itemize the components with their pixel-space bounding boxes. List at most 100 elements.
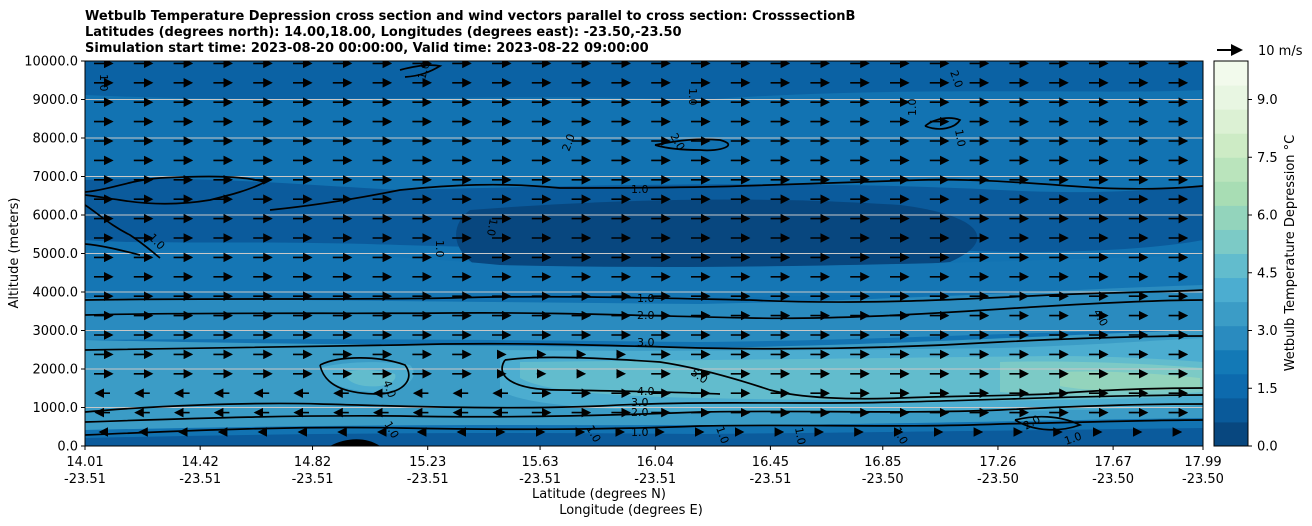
contour-label: 1.0 [906, 99, 919, 117]
colorbar-swatch [1214, 85, 1248, 110]
x-tick-label-lon: -23.51 [179, 472, 221, 487]
contour-label: 1.0 [1063, 430, 1084, 448]
x-tick-label-lat: 16.04 [637, 455, 674, 470]
contour-label: 1.0 [713, 425, 731, 446]
x-tick-label-lon: -23.51 [64, 472, 106, 487]
colorbar-swatch [1214, 397, 1248, 423]
colorbar-tick-label: 0.0 [1257, 440, 1278, 455]
contour-label: 1.0 [433, 240, 446, 258]
contour-label: 4.0 [637, 385, 655, 398]
colorbar-label: Wetbulb Temperature Depression °C [1283, 135, 1298, 372]
contour-label: 1.0 [484, 217, 500, 236]
y-tick-label: 10000.0 [24, 55, 78, 70]
x-tick-label-lat: 15.23 [409, 455, 446, 470]
x-tick-label-lon: -23.51 [407, 472, 449, 487]
contour-line [1014, 415, 1083, 431]
x-tick-label-lon: -23.50 [862, 472, 904, 487]
contour-line [269, 178, 1203, 211]
contour-label: 3.0 [637, 336, 655, 349]
contour-labels: 1.0 1.0 2.0 3.0 4.0 3.0 2.0 1.0 5.0 4.0 … [97, 61, 1110, 448]
y-tick-label: 4000.0 [33, 286, 79, 301]
x-tick-label-lat: 14.42 [182, 455, 219, 470]
colorbar-tick-label: 1.5 [1257, 382, 1278, 397]
colorbar-tick-label: 6.0 [1257, 209, 1278, 224]
colorbar-tick-label: 9.0 [1257, 93, 1278, 108]
colorbar-swatch [1214, 133, 1248, 158]
contour-label: 2.0 [560, 132, 578, 153]
colorbar: 0.0 1.5 3.0 4.5 6.0 7.5 9.0 [1214, 61, 1278, 455]
colorbar-frame [1213, 60, 1249, 447]
colorbar-swatch [1214, 205, 1248, 230]
y-tick-label: 3000.0 [33, 324, 79, 339]
chart-title-line-3: Simulation start time: 2023-08-20 00:00:… [85, 41, 649, 56]
contour-label: 1.0 [637, 292, 655, 305]
contour-label: 1.0 [97, 74, 110, 92]
contour-label: 2.0 [631, 406, 649, 419]
colorbar-swatch [1214, 325, 1248, 351]
colorbar-tick-label: 7.5 [1257, 151, 1278, 166]
contour-label: 1.0 [415, 61, 432, 81]
colorbar-swatch [1214, 229, 1248, 254]
x-tick-label-lon: -23.51 [519, 472, 561, 487]
contour-label: 1.0 [792, 426, 808, 445]
x-tick-label-lon: -23.50 [1182, 472, 1224, 487]
colorbar-swatch [1214, 109, 1248, 134]
y-tick-label: 0.0 [57, 440, 78, 455]
x-tick-label-lat: 17.99 [1184, 455, 1221, 470]
x-tick-label-lon: -23.50 [1092, 472, 1134, 487]
contour-line [85, 243, 141, 256]
contour-label: 2.0 [947, 69, 965, 90]
colorbar-swatch [1214, 157, 1248, 182]
x-tick-label-lat: 16.45 [752, 455, 789, 470]
colorbar-swatch [1214, 301, 1248, 327]
colorbar-swatch [1214, 349, 1248, 375]
y-tick-label: 5000.0 [33, 247, 79, 262]
contour-label: 1.0 [631, 183, 649, 196]
contour-line [85, 419, 1203, 436]
colorbar-swatch [1214, 277, 1248, 303]
colorbar-swatch [1214, 253, 1248, 279]
colorbar-swatch [1214, 373, 1248, 399]
wind-scale-label: 10 m/s [1258, 44, 1303, 59]
y-tick-label: 7000.0 [33, 170, 79, 185]
colorbar-tick-label: 3.0 [1257, 324, 1278, 339]
colorbar-swatch [1214, 61, 1248, 86]
x-tick-label-lon: -23.50 [977, 472, 1019, 487]
y-tick-label: 9000.0 [33, 93, 79, 108]
y-tick-label: 6000.0 [33, 209, 79, 224]
contour-label: 1.0 [631, 426, 649, 439]
contour-label: 1.0 [686, 88, 699, 106]
x-axis-label-latitude: Latitude (degrees N) [532, 487, 666, 502]
contour-line [85, 394, 1203, 413]
y-tick-label: 1000.0 [33, 401, 79, 416]
contour-label: 2.0 [637, 309, 655, 322]
x-tick-label-lat: 16.85 [864, 455, 901, 470]
contour-line [85, 204, 161, 259]
colorbar-swatch [1214, 181, 1248, 206]
contour-line [85, 175, 268, 205]
colorbar-tick-label: 4.5 [1257, 266, 1278, 281]
x-tick-label-lat: 14.01 [66, 455, 103, 470]
contour-label: 4.0 [380, 379, 398, 400]
x-tick-label-lon: -23.51 [292, 472, 334, 487]
colorbar-swatch [1214, 421, 1248, 447]
x-axis-label-longitude: Longitude (degrees E) [559, 503, 703, 518]
contour-label: 3.0 [631, 396, 649, 409]
chart-title-line-1: Wetbulb Temperature Depression cross sec… [85, 9, 856, 24]
contour-line [504, 356, 1203, 400]
wind-vectors [94, 61, 1189, 437]
y-tick-label: 8000.0 [33, 132, 79, 147]
contour-line [319, 357, 410, 395]
x-axis: 14.01 -23.51 14.42 -23.51 14.82 -23.51 15.23 -2… [64, 446, 1224, 487]
x-tick-label-lat: 14.82 [294, 455, 331, 470]
x-tick-label-lat: 17.67 [1095, 455, 1132, 470]
contour-line [654, 138, 729, 152]
y-axis: 0.0 1000.0 2000.0 3000.0 4000.0 5000.0 6000.0 7… [24, 55, 85, 455]
contour-line [924, 117, 962, 130]
y-axis-label: Altitude (meters) [7, 198, 22, 309]
contour-label: 1.0 [952, 128, 968, 147]
y-tick-label: 2000.0 [33, 363, 79, 378]
contour-line [399, 64, 443, 78]
x-tick-label-lon: -23.51 [749, 472, 791, 487]
